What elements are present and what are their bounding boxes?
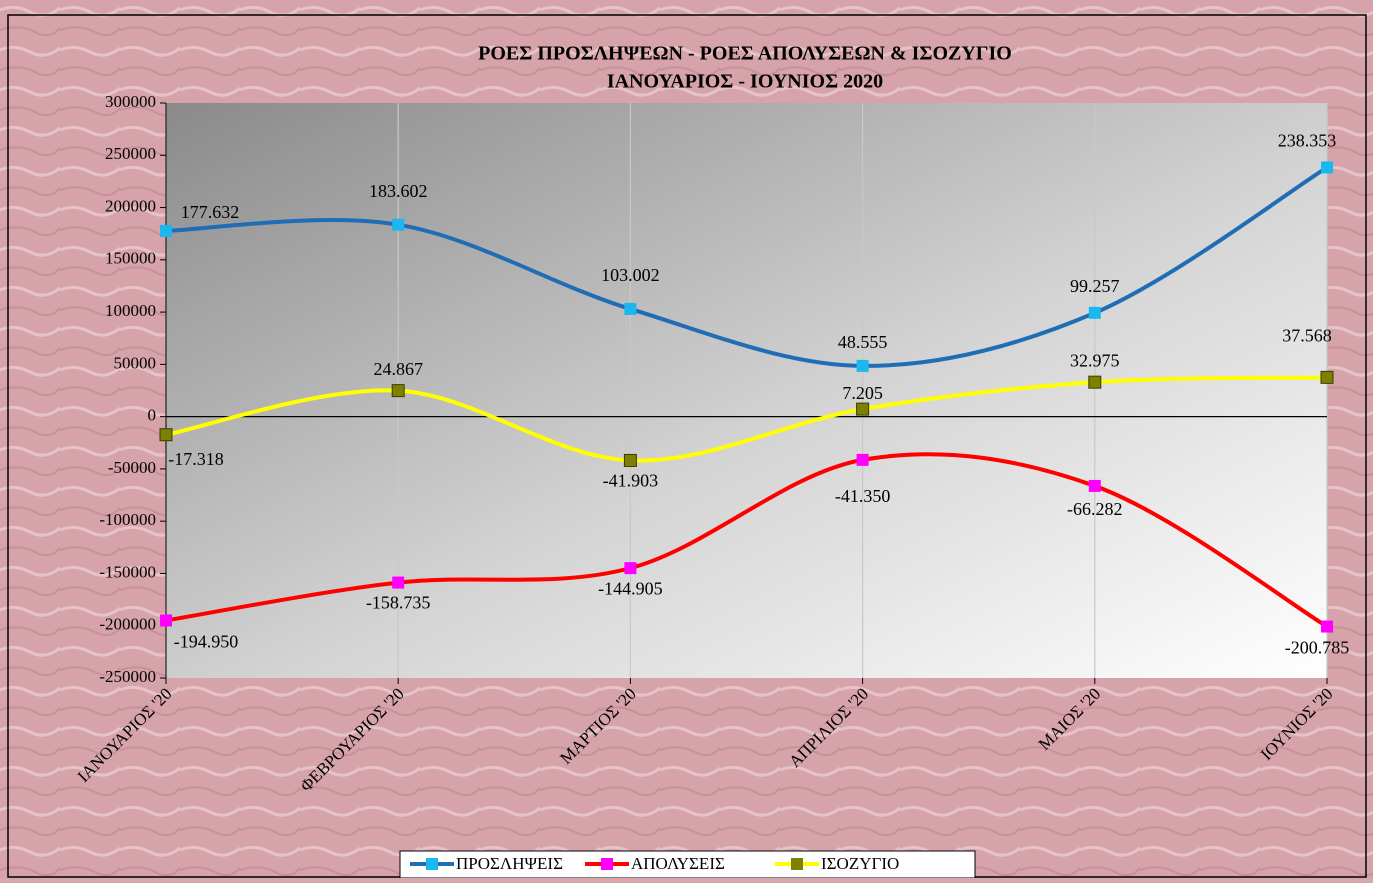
data-point [1320, 370, 1334, 384]
data-label: 48.555 [838, 332, 888, 352]
legend-marker [426, 858, 438, 870]
data-label: 24.867 [373, 359, 423, 379]
data-label: 183.602 [369, 181, 428, 201]
data-point [856, 359, 869, 372]
series-line [165, 452, 1329, 629]
data-point [159, 428, 173, 442]
data-label: 99.257 [1070, 276, 1120, 296]
data-point [160, 614, 172, 627]
legend-label: ΠΡΟΣΛΗΨΕΙΣ [456, 854, 563, 873]
data-label: -66.282 [1067, 499, 1123, 519]
data-point [1088, 306, 1101, 319]
data-point [160, 224, 172, 237]
data-point [391, 384, 405, 398]
y-tick-label: 100000 [105, 301, 156, 320]
data-label: 37.568 [1282, 325, 1332, 345]
data-point [1088, 375, 1102, 389]
data-label: 7.205 [842, 383, 883, 403]
data-label: -41.903 [603, 471, 659, 491]
legend-label: ΙΣΟΖΥΓΙΟ [821, 854, 899, 873]
legend: ΠΡΟΣΛΗΨΕΙΣ ΑΠΟΛΥΣΕΙΣ ΙΣΟΖΥΓΙΟ [399, 850, 976, 879]
data-label: -17.318 [168, 449, 224, 469]
data-label: 177.632 [181, 202, 240, 222]
y-tick-label: 0 [148, 406, 157, 425]
series-line [165, 165, 1329, 368]
legend-marker [791, 858, 803, 870]
y-tick-label: -250000 [99, 667, 156, 686]
data-point [392, 576, 405, 589]
data-label: 32.975 [1070, 350, 1120, 370]
chart-title: ΡΟΕΣ ΠΡΟΣΛΗΨΕΩΝ - ΡΟΕΣ ΑΠΟΛΥΣΕΩΝ & ΙΣΟΖΥ… [478, 43, 1012, 65]
y-tick-label: 300000 [105, 92, 156, 111]
data-point [856, 402, 870, 416]
series-line [165, 375, 1328, 463]
y-tick-label: -150000 [99, 562, 156, 581]
y-tick-label: 150000 [105, 249, 156, 268]
data-point [856, 453, 869, 466]
data-label: -41.350 [835, 486, 891, 506]
legend-box [399, 850, 976, 879]
data-point [1321, 620, 1333, 633]
data-point [624, 562, 637, 575]
legend-label: ΑΠΟΛΥΣΕΙΣ [631, 854, 725, 873]
data-point [623, 453, 637, 467]
chart-subtitle: ΙΑΝΟΥΑΡΙΟΣ - ΙΟΥΝΙΟΣ 2020 [607, 71, 883, 93]
y-tick-label: 250000 [105, 144, 156, 163]
data-label: -200.785 [1285, 638, 1350, 658]
legend-marker [601, 858, 613, 870]
data-point [1321, 161, 1333, 174]
data-label: -144.905 [598, 578, 663, 598]
data-point [624, 302, 637, 315]
y-tick-label: -100000 [99, 510, 156, 529]
data-label: -194.950 [174, 632, 239, 652]
y-tick-label: 50000 [114, 353, 157, 372]
y-tick-label: -50000 [108, 458, 156, 477]
y-tick-label: -200000 [99, 615, 156, 634]
data-point [1088, 479, 1101, 492]
data-label: -158.735 [366, 593, 431, 613]
y-tick-label: 200000 [105, 196, 156, 215]
data-label: 238.353 [1278, 131, 1337, 151]
data-label: 103.002 [601, 265, 660, 285]
data-point [392, 218, 405, 231]
